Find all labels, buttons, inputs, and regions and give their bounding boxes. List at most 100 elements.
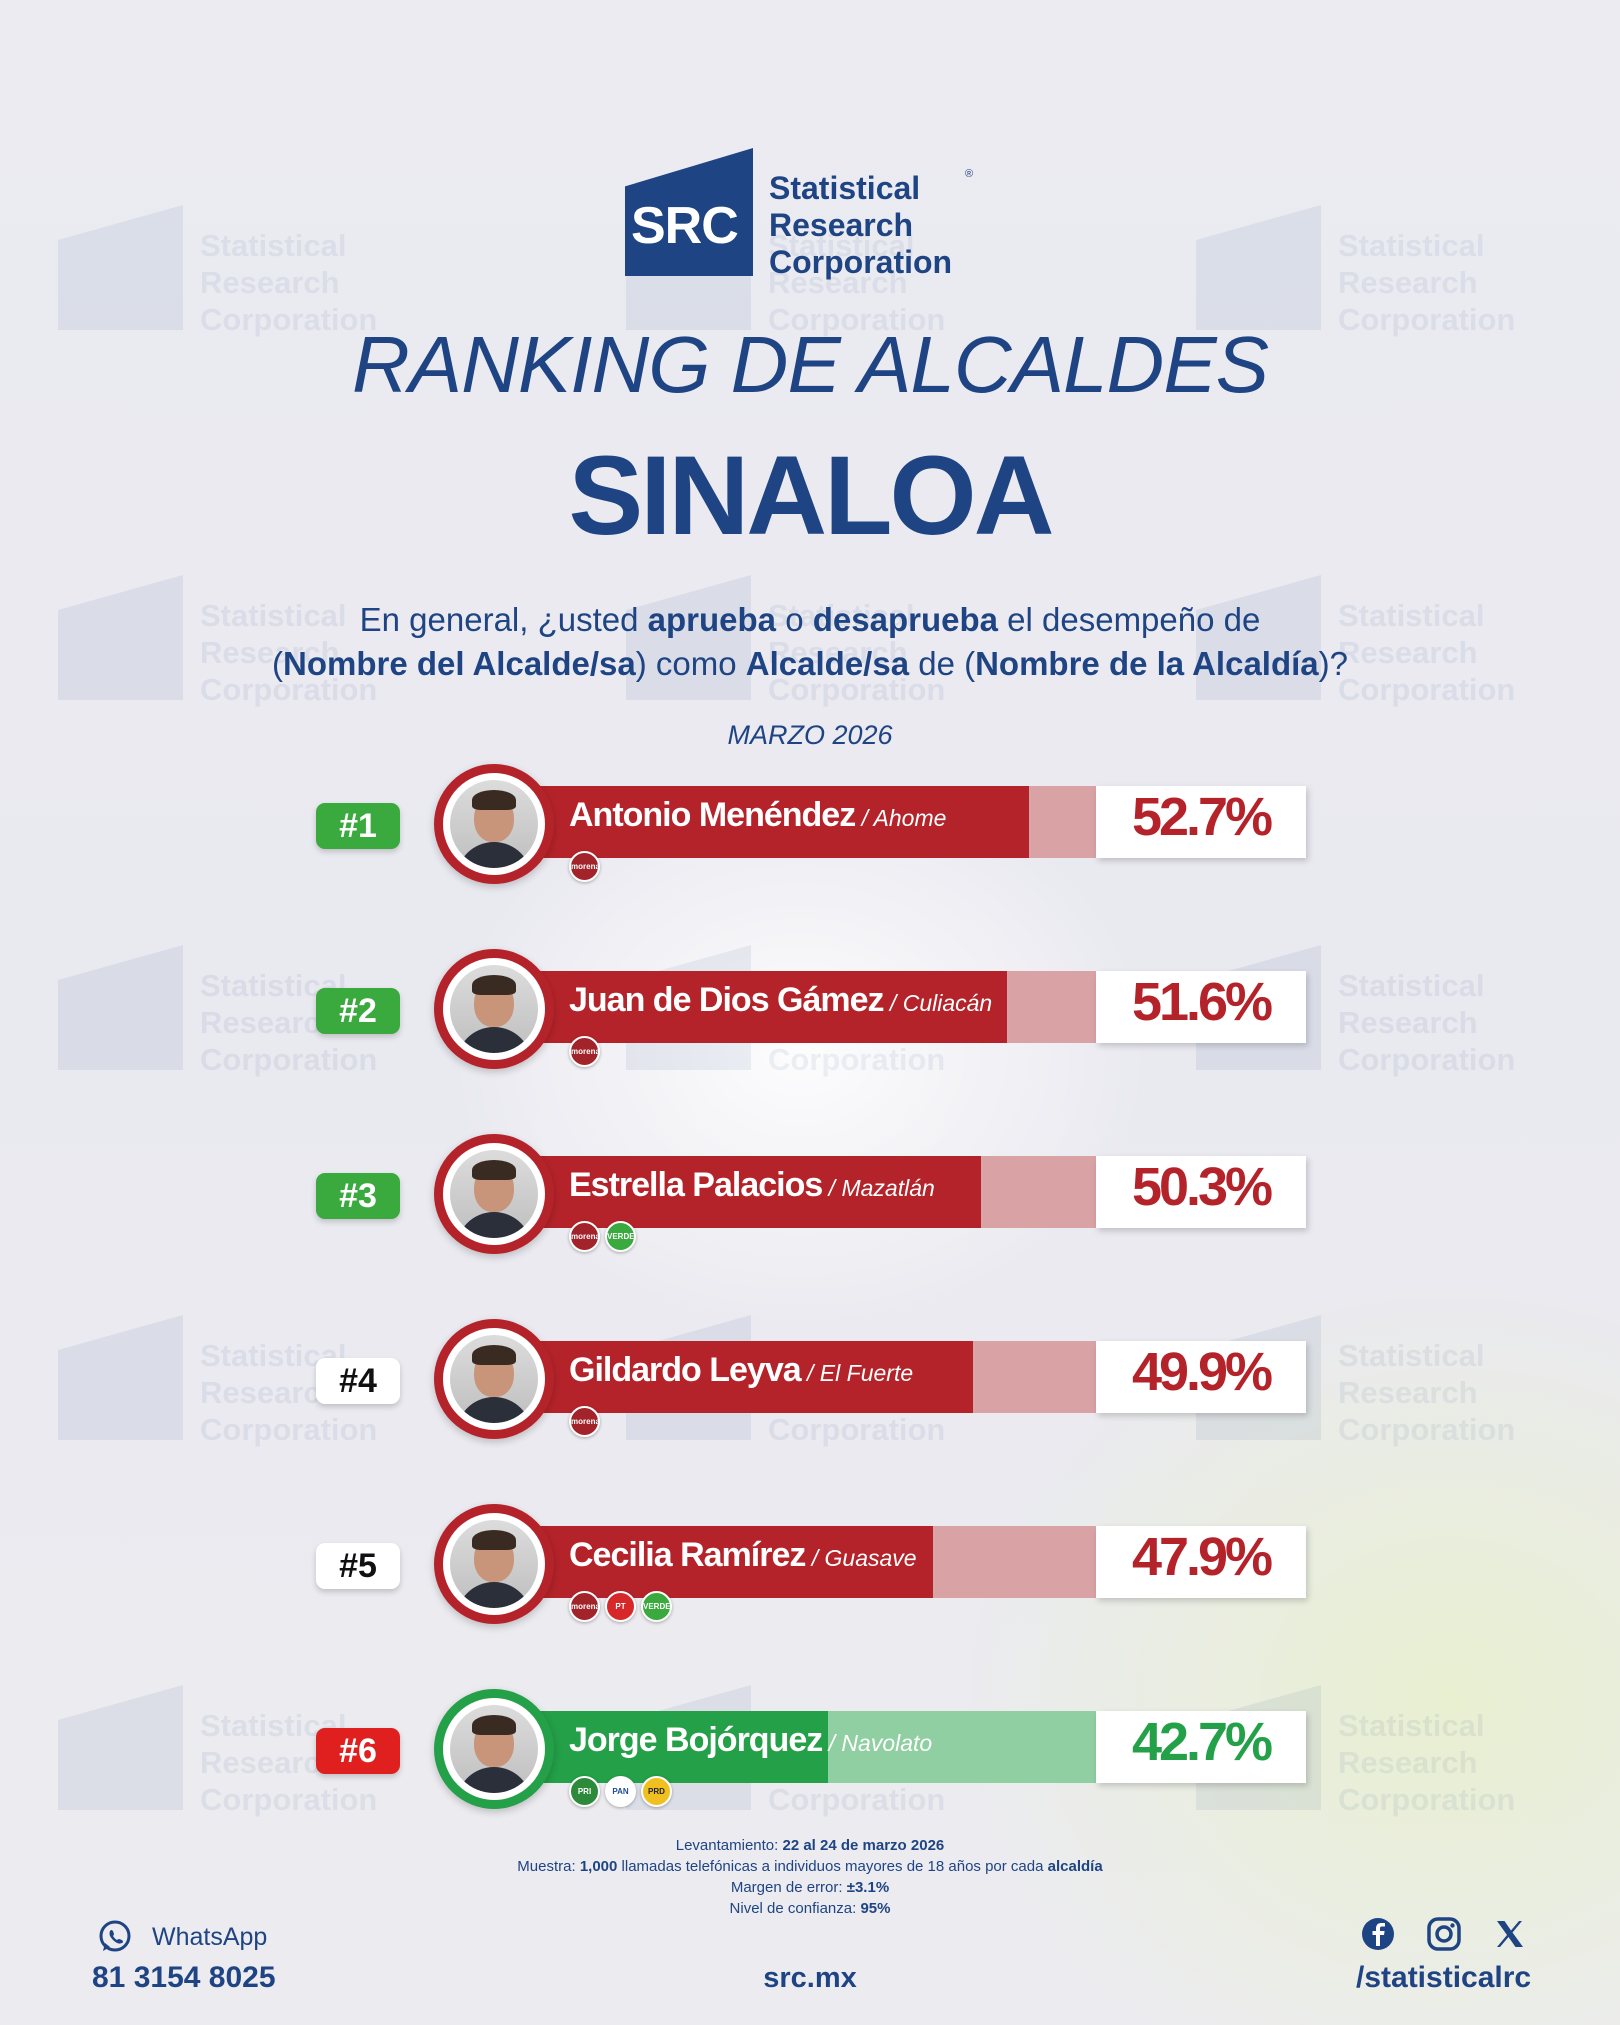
photo-body xyxy=(456,1027,532,1053)
photo-frame xyxy=(450,1335,538,1423)
src-logo: SRC Statistical Research Corporation ® xyxy=(625,148,1005,280)
party-logo-icon: morena xyxy=(569,1406,600,1437)
candidate-municipality: / El Fuerte xyxy=(800,1360,914,1386)
candidate-name: Antonio Menéndez xyxy=(569,796,856,834)
candidate-name: Estrella Palacios xyxy=(569,1166,823,1204)
rank-badge: #2 xyxy=(316,988,400,1034)
logo-mark-text: SRC xyxy=(631,197,739,255)
logo-name-line-3: Corporation xyxy=(769,244,953,280)
candidate-municipality: / Culiacán xyxy=(883,990,993,1016)
percent-box: 50.3% xyxy=(1096,1156,1306,1228)
rank-badge: #4 xyxy=(316,1358,400,1404)
photo-body xyxy=(456,1582,532,1608)
candidate-municipality: / Ahome xyxy=(855,805,947,831)
survey-question: En general, ¿usted aprueba o desaprueba … xyxy=(272,601,1348,682)
watermark-logo-shape xyxy=(58,1315,183,1440)
percent-value: 52.7% xyxy=(1131,787,1273,847)
page-title: RANKING DE ALCALDES xyxy=(351,320,1269,409)
bar-label: Antonio Menéndez / Ahome xyxy=(569,786,946,858)
candidate-name: Gildardo Leyva xyxy=(569,1351,802,1389)
phone-number[interactable]: 81 3154 8025 xyxy=(92,1961,276,1994)
bar-fill xyxy=(540,1341,973,1413)
photo-frame xyxy=(450,1520,538,1608)
note-fieldwork: Levantamiento: 22 al 24 de marzo 2026 xyxy=(675,1837,945,1854)
percent-value: 51.6% xyxy=(1131,972,1273,1032)
social-handle[interactable]: /statisticalrc xyxy=(1356,1961,1532,1994)
rank-badge: #5 xyxy=(316,1543,400,1589)
note-sample: Muestra: 1,000 llamadas telefónicas a in… xyxy=(517,1858,1103,1875)
candidate-name: Jorge Bojórquez xyxy=(569,1721,823,1759)
bar-fill xyxy=(540,786,1029,858)
percent-box: 47.9% xyxy=(1096,1526,1306,1598)
percent-value: 50.3% xyxy=(1131,1157,1273,1217)
candidate-photo xyxy=(434,764,554,884)
photo-body xyxy=(456,842,532,868)
survey-date: MARZO 2026 xyxy=(727,720,893,750)
photo-hair xyxy=(472,1160,516,1180)
bar-label: Juan de Dios Gámez / Culiacán xyxy=(569,971,992,1043)
photo-frame xyxy=(450,780,538,868)
photo-frame xyxy=(450,1705,538,1793)
website-link[interactable]: src.mx xyxy=(763,1962,857,1994)
photo-body xyxy=(456,1397,532,1423)
logo-name-line-2: Research xyxy=(769,207,914,243)
x-icon[interactable] xyxy=(1494,1918,1526,1950)
percent-box: 51.6% xyxy=(1096,971,1306,1043)
bar-label: Estrella Palacios / Mazatlán xyxy=(569,1156,935,1228)
candidate-photo xyxy=(434,1134,554,1254)
photo-body xyxy=(456,1767,532,1793)
party-logo-icon: PRD xyxy=(641,1776,672,1807)
state-title: SINALOA xyxy=(568,433,1055,558)
party-logo-icon: morena xyxy=(569,1221,600,1252)
facebook-icon[interactable] xyxy=(1360,1916,1396,1952)
rank-badge: #1 xyxy=(316,803,400,849)
candidate-name: Cecilia Ramírez xyxy=(569,1536,806,1574)
percent-value: 47.9% xyxy=(1131,1527,1273,1587)
photo-hair xyxy=(472,1530,516,1550)
party-logo-icon: PT xyxy=(605,1591,636,1622)
bar-fill xyxy=(540,1526,933,1598)
photo-frame xyxy=(450,1150,538,1238)
bar-fill xyxy=(540,971,1007,1043)
bar-fill xyxy=(540,1156,981,1228)
percent-box: 49.9% xyxy=(1096,1341,1306,1413)
percent-box: 42.7% xyxy=(1096,1711,1306,1783)
logo-name: Statistical Research Corporation xyxy=(769,170,952,281)
candidate-photo xyxy=(434,1319,554,1439)
logo-name-line-1: Statistical xyxy=(769,170,921,206)
whatsapp-icon[interactable] xyxy=(96,1918,134,1956)
candidate-name: Juan de Dios Gámez xyxy=(569,981,885,1019)
candidate-photo xyxy=(434,1689,554,1809)
photo-body xyxy=(456,1212,532,1238)
rank-badge: #3 xyxy=(316,1173,400,1219)
candidate-municipality: / Mazatlán xyxy=(822,1175,935,1201)
registered-mark: ® xyxy=(965,168,974,180)
candidate-photo xyxy=(434,1504,554,1624)
percent-value: 49.9% xyxy=(1131,1342,1273,1402)
party-logo-icon: morena xyxy=(569,851,600,882)
party-logo-icon: VERDE xyxy=(605,1221,636,1252)
note-margin: Margen de error: ±3.1% xyxy=(730,1879,890,1896)
party-logo-icon: PRI xyxy=(569,1776,600,1807)
watermark-logo-shape xyxy=(58,205,183,330)
party-logo-icon: PAN xyxy=(605,1776,636,1807)
candidate-photo xyxy=(434,949,554,1069)
photo-frame xyxy=(450,965,538,1053)
bar-label: Gildardo Leyva / El Fuerte xyxy=(569,1341,913,1413)
instagram-icon[interactable] xyxy=(1426,1916,1462,1952)
watermark-logo-shape xyxy=(1196,205,1321,330)
